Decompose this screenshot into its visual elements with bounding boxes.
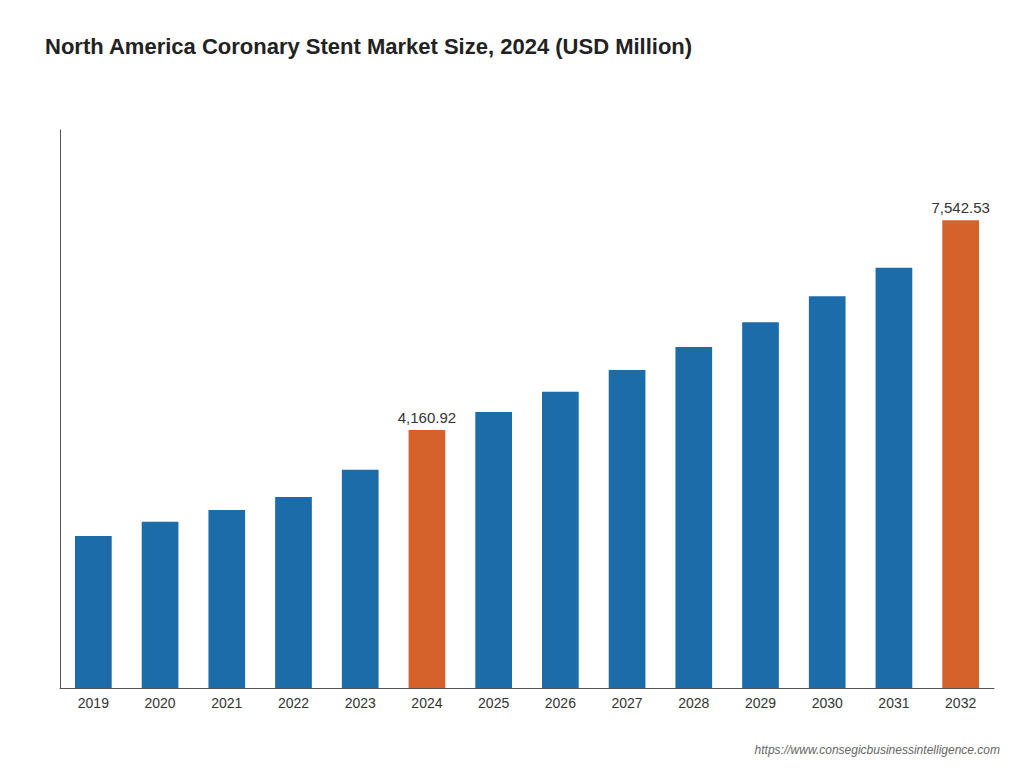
svg-text:2027: 2027 (611, 695, 642, 711)
svg-text:2026: 2026 (545, 695, 576, 711)
svg-text:2029: 2029 (745, 695, 776, 711)
svg-text:2025: 2025 (478, 695, 509, 711)
svg-text:7,542.53: 7,542.53 (931, 199, 989, 216)
svg-text:2028: 2028 (678, 695, 709, 711)
svg-text:2020: 2020 (144, 695, 175, 711)
svg-text:2030: 2030 (812, 695, 843, 711)
svg-text:2032: 2032 (945, 695, 976, 711)
svg-text:2022: 2022 (278, 695, 309, 711)
svg-text:https://www.consegicbusinessin: https://www.consegicbusinessintelligence… (755, 743, 1000, 757)
svg-text:4,160.92: 4,160.92 (398, 409, 456, 426)
svg-text:2024: 2024 (411, 695, 442, 711)
svg-text:2023: 2023 (345, 695, 376, 711)
svg-text:2031: 2031 (878, 695, 909, 711)
svg-text:2021: 2021 (211, 695, 242, 711)
svg-text:2019: 2019 (78, 695, 109, 711)
svg-text:North America Coronary Stent M: North America Coronary Stent Market Size… (45, 34, 692, 59)
